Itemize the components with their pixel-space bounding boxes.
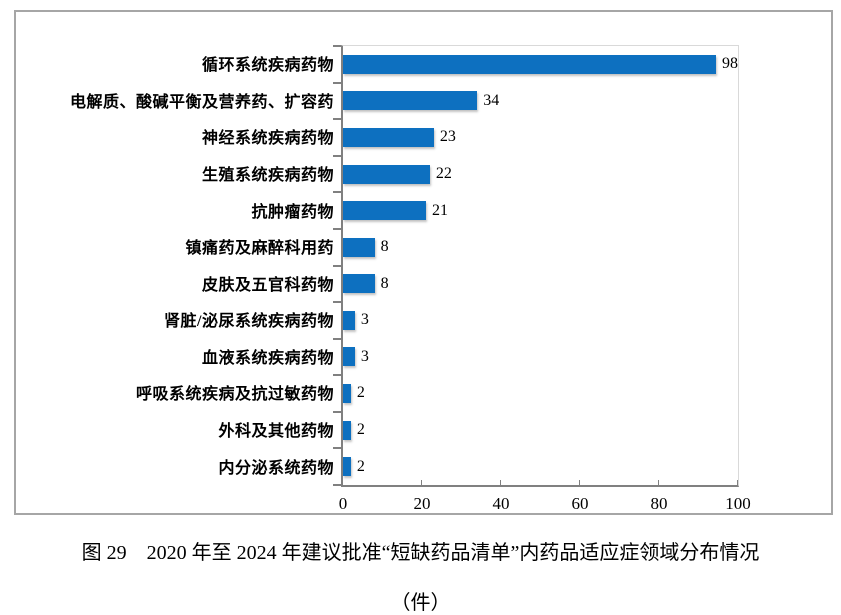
bar [343,457,351,477]
x-axis-labels: 0 20 40 60 80 100 [339,494,751,514]
bar-row: 23 [343,119,738,156]
chart-caption-line2: （件） [390,592,451,614]
y-axis-tick [333,374,341,377]
bar [343,91,478,111]
bar-value-label: 2 [356,457,365,475]
x-axis-tick [500,480,501,485]
bar-row: 98 [343,46,738,83]
x-axis-tick-label: 80 [650,494,668,513]
bar-row: 3 [343,302,738,339]
y-axis-tick [333,410,341,413]
category-label: 外科及其他药物 [218,423,334,441]
bar [343,164,430,184]
bar-row: 2 [343,375,738,412]
y-axis-tick [333,227,341,230]
y-axis-tick [333,484,341,486]
y-axis-tick [333,447,341,450]
y-axis-tick [333,264,341,267]
bar-row: 21 [343,192,738,229]
y-axis-tick [333,118,341,121]
bar-value-label: 21 [431,201,448,219]
category-label: 血液系统疾病药物 [201,349,334,367]
y-axis-tick [333,301,341,304]
bar-value-label: 2 [356,384,365,402]
bar-value-label: 8 [380,238,389,256]
bar-row: 34 [343,83,738,120]
category-label: 皮肤及五官科药物 [201,276,334,294]
bar-row: 2 [343,412,738,449]
bar-value-label: 3 [360,311,369,329]
x-axis-tick-label: 20 [413,494,431,513]
bar [343,310,355,330]
bar-value-label: 98 [722,55,738,73]
bar [343,347,355,367]
bar-row: 2 [343,448,738,485]
bar [343,420,351,440]
x-axis-tick-label: 100 [725,494,751,513]
category-label: 镇痛药及麻醉科用药 [185,240,334,258]
category-label: 肾脏/泌尿系统疾病药物 [164,313,334,331]
x-axis-tick [579,480,580,485]
bar [343,237,375,257]
x-axis-tick-label: 0 [338,494,348,513]
bar-value-label: 23 [439,128,456,146]
x-axis-tick-label: 60 [571,494,589,513]
bar [343,383,351,403]
y-axis-tick [333,154,341,157]
x-axis-tick [421,480,422,485]
bar-row: 8 [343,229,738,266]
bar [343,127,434,147]
bar [343,201,426,221]
bar [343,54,716,74]
y-axis-tick [333,81,341,84]
x-axis-tick-label: 40 [492,494,510,513]
plot-area: 98 34 23 22 21 8 8 3 3 2 2 2 [333,45,739,487]
y-axis-tick [333,45,341,47]
x-axis-tick [737,480,738,485]
y-axis-tick [333,191,341,194]
bar-row: 22 [343,156,738,193]
bar-value-label: 2 [356,421,365,439]
category-labels: 循环系统疾病药物电解质、酸碱平衡及营养药、扩容药神经系统疾病药物 生殖系统疾病药物… [18,45,334,484]
bar-value-label: 8 [380,274,389,292]
bar-row: 3 [343,339,738,376]
bar [343,274,375,294]
category-label: 电解质、酸碱平衡及营养药、扩容药 [69,93,334,111]
x-axis-tick [658,480,659,485]
y-axis-tick [333,337,341,340]
x-axis-tick [342,480,343,485]
category-label: 神经系统疾病药物 [201,130,334,148]
category-label: 抗肿瘤药物 [251,203,334,221]
chart-caption-line1: 图 29 2020 年至 2024 年建议批准“短缺药品清单”内药品适应症领域分… [81,542,760,564]
category-label: 循环系统疾病药物 [201,57,334,75]
category-label: 生殖系统疾病药物 [201,167,334,185]
bar-value-label: 22 [435,165,452,183]
chart-frame: 循环系统疾病药物电解质、酸碱平衡及营养药、扩容药神经系统疾病药物 生殖系统疾病药物… [14,10,833,515]
bar-row: 8 [343,265,738,302]
category-label: 内分泌系统药物 [218,459,334,477]
category-label: 呼吸系统疾病及抗过敏药物 [135,386,334,404]
bar-value-label: 3 [360,347,369,365]
bar-value-label: 34 [483,91,500,109]
